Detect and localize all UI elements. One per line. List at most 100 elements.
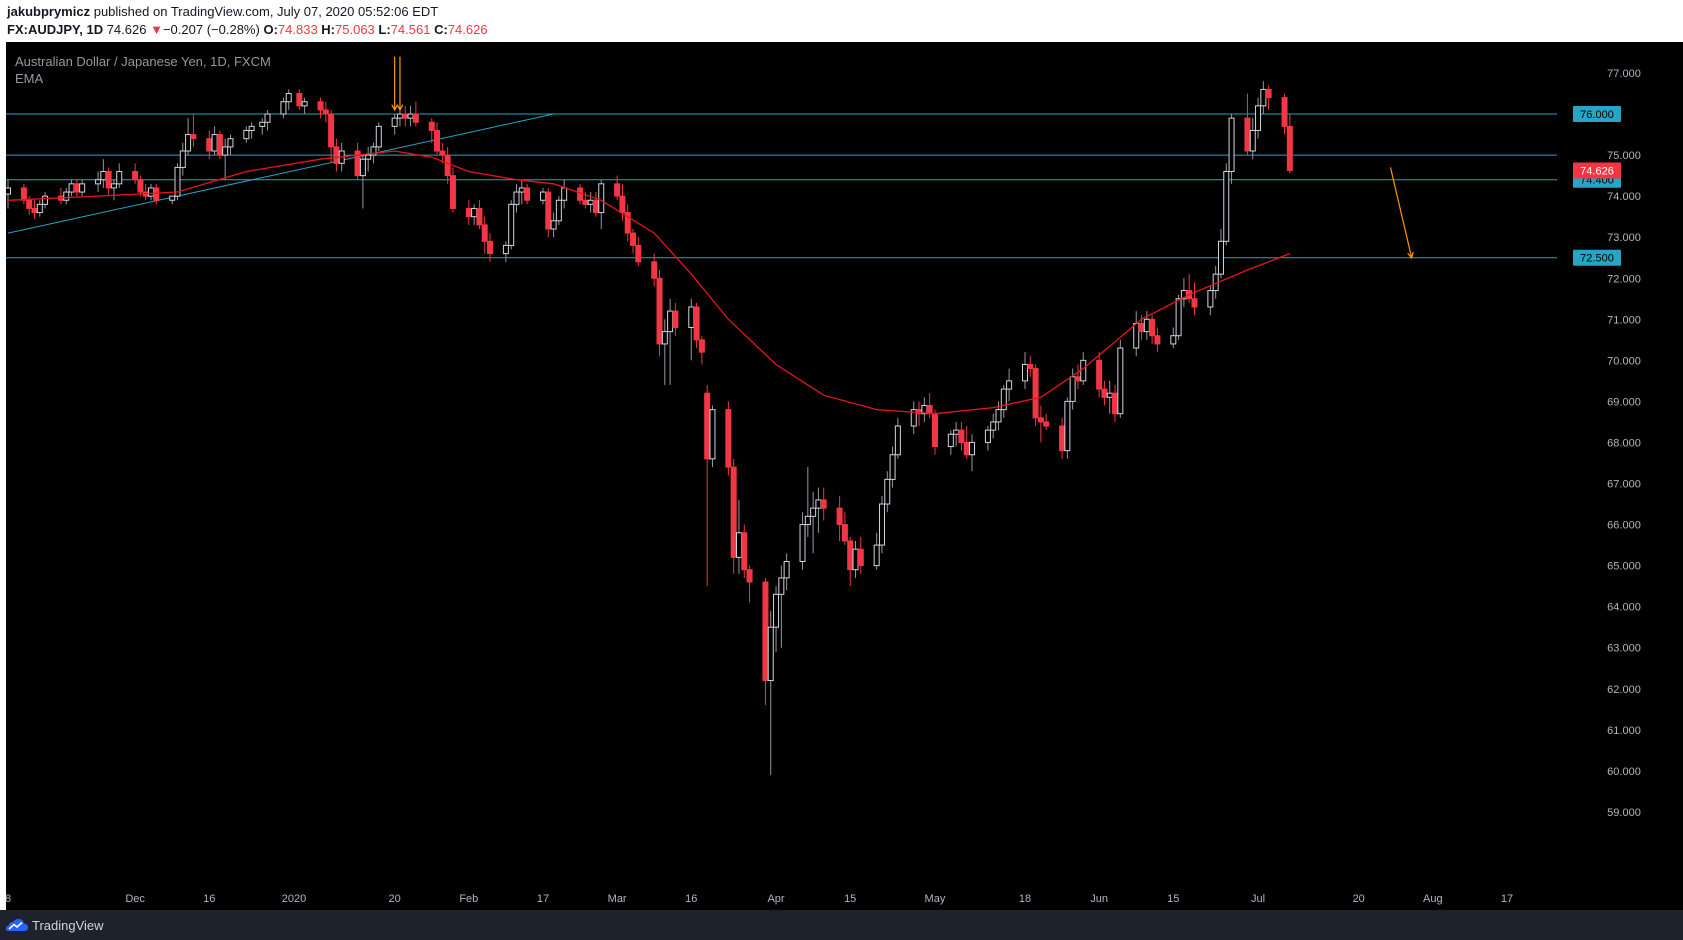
candle-up [179, 150, 186, 168]
candle-down [132, 171, 139, 181]
chart-legend: Australian Dollar / Japanese Yen, 1D, FX… [15, 53, 271, 87]
candle-down [693, 306, 700, 341]
candle-up [1255, 105, 1262, 131]
candle-up [365, 154, 372, 160]
low-label: L: [378, 22, 391, 37]
symbol-label: FX:AUDJPY, 1D [7, 22, 104, 37]
candle-up [894, 425, 901, 456]
candle-down [333, 146, 340, 164]
candle-down [1149, 318, 1156, 337]
candle-down [624, 212, 631, 234]
candle-up [1133, 322, 1140, 349]
candle-up [947, 433, 954, 448]
candle-up [508, 203, 515, 246]
candle-down [1096, 359, 1103, 390]
open-value: 74.833 [277, 22, 318, 37]
chart-area[interactable]: 77.000 75.000 74.000 73.000 72.000 71.000 70.0… [6, 42, 1683, 910]
candle-up [1006, 380, 1013, 390]
candle-up [804, 515, 811, 526]
candle-up [100, 171, 107, 181]
footer-bar: TradingView [0, 910, 1683, 940]
candle-up [211, 134, 218, 152]
close-label: C: [434, 22, 448, 37]
y-tick-label: 77.000 [1607, 68, 1641, 80]
candle-up [1207, 290, 1214, 308]
candle-up [471, 207, 478, 218]
candle-up [550, 220, 557, 230]
candle-down [216, 134, 223, 156]
candle-down [105, 171, 112, 189]
candle-up [42, 195, 49, 205]
x-tick-label: 15 [1167, 893, 1179, 905]
candle-down [963, 441, 970, 456]
candle-down [1032, 368, 1039, 419]
candle-down [704, 392, 711, 460]
price-chart[interactable]: 77.000 75.000 74.000 73.000 72.000 71.000 70.0… [6, 42, 1683, 910]
candle-down [582, 199, 589, 205]
candle-up [259, 121, 266, 127]
candle-down [476, 207, 483, 226]
x-tick-label: Mar [608, 893, 627, 905]
candle-up [280, 101, 287, 115]
candle-up [169, 195, 176, 201]
y-tick-label: 61.000 [1607, 725, 1641, 737]
y-tick-label: 72.000 [1607, 273, 1641, 285]
price-change: −0.207 (−0.28%) [162, 22, 260, 37]
candle-up [561, 187, 568, 201]
x-tick-label: 18 [1019, 893, 1031, 905]
candle-up [396, 113, 403, 119]
arrowhead-icon [1407, 251, 1414, 259]
candle-up [1260, 88, 1267, 107]
candle-down [322, 109, 329, 115]
y-tick-label: 70.000 [1607, 355, 1641, 367]
trend-line [7, 113, 554, 234]
candle-down [635, 244, 642, 263]
brand-label: TradingView [32, 917, 104, 933]
candle-down [857, 548, 864, 567]
candle-up [248, 125, 255, 131]
x-tick-label: 20 [1353, 893, 1365, 905]
x-tick-label: Jun [1090, 893, 1108, 905]
candle-up [518, 187, 525, 193]
candle-down [317, 101, 324, 111]
author-name[interactable]: jakubprymicz [7, 4, 91, 19]
low-value: 74.561 [390, 22, 431, 37]
candle-down [741, 532, 748, 571]
candle-down [402, 113, 409, 119]
high-value: 75.063 [335, 22, 375, 37]
y-tick-label: 67.000 [1607, 479, 1641, 491]
candle-down [439, 150, 446, 156]
candle-down [465, 207, 472, 218]
candle-up [990, 421, 997, 431]
candle-up [667, 310, 674, 333]
candle-up [222, 146, 229, 156]
candle-down [206, 138, 213, 152]
ohlc-line: FX:AUDJPY, 1D 74.626 ▼−0.207 (−0.28%) O:… [7, 22, 488, 37]
candle-up [63, 191, 70, 201]
candle-up [598, 183, 605, 214]
y-tick-label: 65.000 [1607, 561, 1641, 573]
candle-up [148, 187, 155, 197]
candle-up [174, 166, 181, 197]
candle-up [953, 429, 960, 435]
candle-down [1154, 335, 1161, 345]
publish-line: jakubprymicz published on TradingView.co… [7, 4, 438, 19]
candle-down [672, 310, 679, 329]
x-tick-label: Dec [125, 893, 145, 905]
candle-down [1244, 117, 1251, 152]
candle-up [1069, 376, 1076, 402]
candle-up [68, 183, 75, 193]
candle-up [587, 199, 594, 205]
candle-up [370, 146, 377, 156]
candle-up [852, 548, 859, 571]
series-title: Australian Dollar / Japanese Yen, 1D, FX… [15, 54, 271, 69]
tradingview-logo[interactable]: TradingView [6, 915, 104, 935]
y-tick-label: 66.000 [1607, 520, 1641, 532]
tradingview-cloud-icon [6, 919, 28, 931]
candle-down [1112, 392, 1119, 415]
candle-up [359, 158, 366, 177]
candle-up [264, 113, 271, 123]
candle-up [555, 199, 562, 222]
candle-up [1080, 359, 1087, 382]
open-label: O: [263, 22, 278, 37]
